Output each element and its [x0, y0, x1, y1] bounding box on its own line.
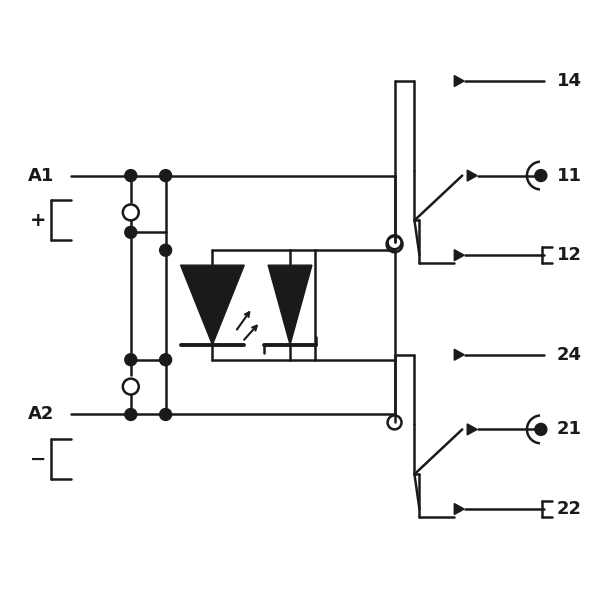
Text: 11: 11	[557, 167, 582, 185]
Circle shape	[535, 424, 547, 436]
Circle shape	[535, 170, 547, 182]
Circle shape	[125, 409, 137, 421]
Circle shape	[125, 354, 137, 365]
Circle shape	[125, 170, 137, 182]
Circle shape	[125, 226, 137, 238]
Text: A2: A2	[28, 406, 54, 424]
Text: −: −	[30, 450, 46, 469]
Text: 21: 21	[557, 421, 582, 439]
Text: +: +	[30, 211, 46, 230]
Text: A1: A1	[28, 167, 54, 185]
Polygon shape	[454, 503, 464, 515]
Text: 12: 12	[557, 246, 582, 264]
Polygon shape	[454, 250, 464, 260]
Polygon shape	[268, 265, 312, 345]
Text: 14: 14	[557, 72, 582, 90]
Text: 24: 24	[557, 346, 582, 364]
Circle shape	[160, 354, 172, 365]
Polygon shape	[454, 76, 464, 86]
Polygon shape	[454, 349, 464, 360]
Polygon shape	[467, 170, 477, 181]
Circle shape	[160, 244, 172, 256]
Text: 22: 22	[557, 500, 582, 518]
Circle shape	[160, 409, 172, 421]
Circle shape	[160, 170, 172, 182]
Polygon shape	[181, 265, 244, 345]
Bar	[315, 250, 395, 360]
Polygon shape	[467, 424, 477, 435]
